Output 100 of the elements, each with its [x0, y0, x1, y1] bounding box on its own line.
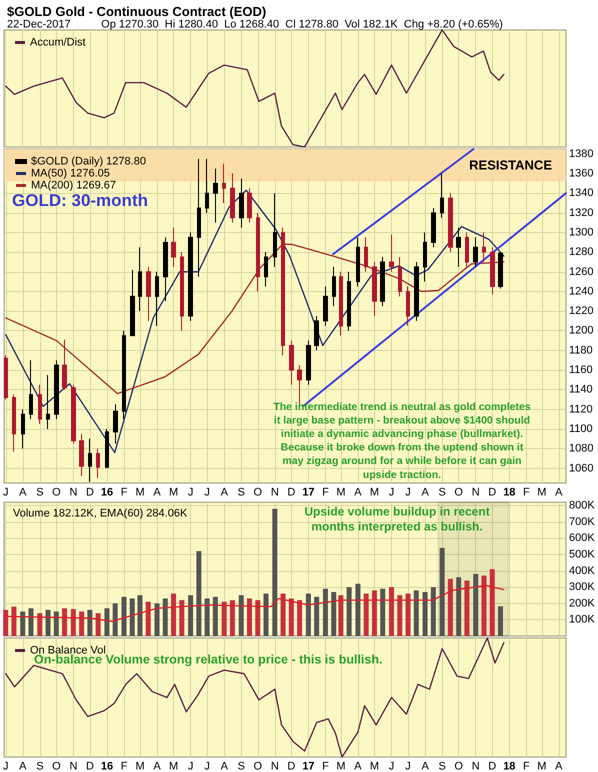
- x-tick-label: A: [421, 760, 430, 772]
- x-tick-label: J: [204, 760, 210, 772]
- bar: [230, 600, 235, 636]
- candlestick: [264, 252, 268, 288]
- bar: [280, 594, 286, 636]
- candlestick: [130, 269, 135, 336]
- candlestick: [332, 266, 336, 307]
- candlestick: [4, 354, 8, 400]
- candlestick: [138, 246, 142, 312]
- bar: [430, 587, 436, 636]
- bar: [146, 602, 151, 636]
- legend-label: $GOLD (Daily) 1278.80: [31, 156, 146, 168]
- candlestick: [465, 232, 469, 268]
- x-tick-label: M: [370, 486, 380, 498]
- candlestick: [356, 236, 360, 288]
- x-tick-label: M: [135, 760, 145, 772]
- x-tick-label: D: [86, 486, 94, 498]
- candlestick: [46, 374, 50, 430]
- x-tick-label: J: [405, 760, 411, 772]
- x-tick-label: A: [421, 486, 430, 498]
- y-tick-label: 300K: [569, 581, 596, 594]
- bar: [37, 613, 42, 636]
- candlestick: [180, 252, 184, 332]
- x-tick-label: F: [120, 486, 128, 498]
- candlestick: [281, 227, 285, 356]
- candlestick: [414, 261, 419, 322]
- bar: [331, 592, 336, 636]
- candlestick: [440, 173, 444, 218]
- y-tick-label: 1300: [569, 226, 594, 238]
- x-tick-label: J: [204, 486, 210, 498]
- candlestick: [398, 256, 402, 297]
- x-tick-label: F: [322, 760, 330, 772]
- bar: [204, 598, 210, 636]
- x-tick-label: J: [188, 486, 194, 498]
- x-tick-label: O: [52, 760, 62, 772]
- candlestick: [105, 428, 109, 469]
- candlestick: [29, 360, 33, 420]
- x-tick-label: N: [270, 486, 279, 498]
- annotation: Upside volume buildup in recent months interpreted as bullish.: [304, 504, 490, 534]
- bar: [406, 594, 411, 636]
- bar: [389, 587, 394, 636]
- candlestick: [155, 271, 159, 326]
- bar: [162, 598, 168, 636]
- x-tick-label: N: [69, 760, 78, 772]
- x-tick-label: A: [220, 486, 229, 498]
- y-tick-label: 1160: [569, 364, 593, 376]
- bar: [11, 606, 16, 636]
- candlestick: [372, 261, 377, 316]
- bar: [28, 608, 34, 636]
- candlestick: [222, 163, 226, 204]
- y-tick-label: 100K: [569, 614, 596, 626]
- bar: [422, 592, 428, 636]
- x-tick-label: S: [438, 760, 446, 772]
- bar: [314, 596, 320, 636]
- x-tick-label: M: [370, 760, 380, 772]
- x-tick-label: S: [238, 486, 245, 498]
- candlestick: [490, 246, 495, 295]
- bar: [171, 594, 176, 636]
- bar: [137, 595, 142, 636]
- bar: [338, 595, 344, 636]
- y-tick-label: 1200: [569, 324, 594, 337]
- bar: [464, 580, 470, 636]
- x-tick-label: J: [188, 760, 194, 772]
- candlestick: [54, 360, 59, 420]
- candlestick: [448, 192, 453, 253]
- bar: [112, 603, 118, 636]
- x-tick-label: 17: [302, 760, 315, 772]
- y-tick-label: 1240: [569, 285, 594, 298]
- x-tick-label: D: [287, 760, 296, 772]
- bar: [62, 608, 68, 636]
- x-tick-label: J: [405, 486, 411, 498]
- bar: [440, 548, 445, 636]
- candlestick: [38, 384, 42, 425]
- y-tick-label: 1340: [569, 187, 594, 200]
- y-tick-label: 1360: [569, 168, 594, 180]
- annotation: GOLD: 30-month: [12, 191, 148, 210]
- candlestick: [188, 232, 193, 322]
- bar: [456, 577, 462, 636]
- x-tick-label: O: [52, 486, 62, 498]
- x-tick-label: M: [336, 486, 346, 498]
- bar: [481, 576, 486, 636]
- bar: [222, 602, 227, 636]
- bar: [490, 569, 495, 636]
- y-tick-label: 700K: [569, 516, 596, 528]
- x-tick-label: A: [220, 760, 229, 772]
- candlestick: [96, 448, 100, 479]
- annotation: On-balance Volume strong relative to price - this is bullish.: [34, 652, 382, 666]
- candlestick: [12, 394, 16, 452]
- x-tick-label: A: [354, 760, 362, 772]
- x-tick-label: A: [555, 486, 564, 498]
- bar: [238, 595, 244, 636]
- y-tick-label: 600K: [569, 532, 596, 544]
- bar: [355, 584, 360, 636]
- chart-title: Volume 182.12K, EMA(60) 284.06K: [13, 508, 188, 520]
- candlestick: [146, 266, 151, 322]
- x-tick-label: O: [254, 486, 263, 498]
- x-tick-label: 16: [100, 486, 114, 498]
- y-tick-label: 1260: [569, 266, 594, 278]
- candlestick: [347, 271, 351, 332]
- y-tick-label: 1120: [569, 403, 593, 416]
